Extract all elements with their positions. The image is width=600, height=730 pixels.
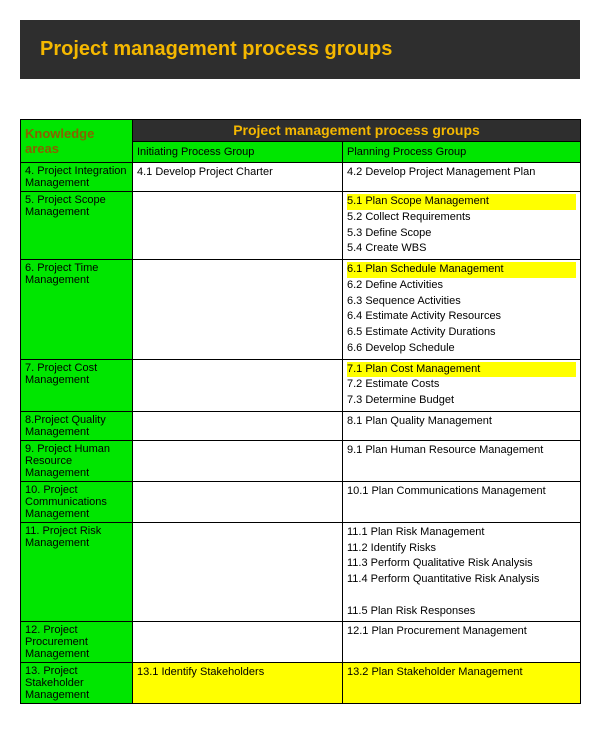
knowledge-area-cell: 9. Project Human Resource Management xyxy=(21,440,133,481)
process-item: 6.1 Plan Schedule Management xyxy=(347,262,576,278)
process-item xyxy=(347,588,576,604)
knowledge-area-cell: 5. Project Scope Management xyxy=(21,192,133,260)
process-item: 7.2 Estimate Costs xyxy=(347,377,576,393)
process-item: 11.1 Plan Risk Management xyxy=(347,525,576,541)
process-groups-header: Project management process groups xyxy=(133,120,581,142)
planning-cell: 12.1 Plan Procurement Management xyxy=(343,622,581,663)
process-item: 6.3 Sequence Activities xyxy=(347,294,576,310)
table-row: 11. Project Risk Management 11.1 Plan Ris… xyxy=(21,522,581,622)
table-row: 8.Project Quality Management 8.1 Plan Qua… xyxy=(21,411,581,440)
knowledge-area-cell: 8.Project Quality Management xyxy=(21,411,133,440)
planning-header: Planning Process Group xyxy=(343,141,581,163)
process-item: 5.1 Plan Scope Management xyxy=(347,194,576,210)
knowledge-area-cell: 11. Project Risk Management xyxy=(21,522,133,622)
process-item: 5.2 Collect Requirements xyxy=(347,210,576,226)
planning-cell: 13.2 Plan Stakeholder Management xyxy=(343,663,581,704)
process-item: 7.3 Determine Budget xyxy=(347,393,576,409)
table-row: 12. Project Procurement Management 12.1 P… xyxy=(21,622,581,663)
planning-cell: 11.1 Plan Risk Management11.2 Identify R… xyxy=(343,522,581,622)
process-item: 13.1 Identify Stakeholders xyxy=(137,665,338,681)
initiating-cell xyxy=(133,522,343,622)
process-item: 6.2 Define Activities xyxy=(347,278,576,294)
process-item: 4.2 Develop Project Management Plan xyxy=(347,165,576,181)
process-item: 6.5 Estimate Activity Durations xyxy=(347,325,576,341)
planning-cell: 7.1 Plan Cost Management7.2 Estimate Cos… xyxy=(343,359,581,411)
table-row: 5. Project Scope Management 5.1 Plan Scop… xyxy=(21,192,581,260)
process-item: 11.2 Identify Risks xyxy=(347,541,576,557)
planning-cell: 5.1 Plan Scope Management5.2 Collect Req… xyxy=(343,192,581,260)
process-item: 6.4 Estimate Activity Resources xyxy=(347,309,576,325)
table-row: 7. Project Cost Management 7.1 Plan Cost … xyxy=(21,359,581,411)
process-item: 12.1 Plan Procurement Management xyxy=(347,624,576,640)
table-row: 9. Project Human Resource Management 9.1 … xyxy=(21,440,581,481)
knowledge-areas-header: Knowledge areas xyxy=(21,120,133,163)
process-groups-table: Knowledge areas Project management proce… xyxy=(20,119,581,704)
process-item: 9.1 Plan Human Resource Management xyxy=(347,443,576,459)
process-item: 13.2 Plan Stakeholder Management xyxy=(347,665,576,681)
table-row: 13. Project Stakeholder Management13.1 I… xyxy=(21,663,581,704)
planning-cell: 9.1 Plan Human Resource Management xyxy=(343,440,581,481)
page-header: Project management process groups xyxy=(20,20,580,79)
process-item: 11.4 Perform Quantitative Risk Analysis xyxy=(347,572,576,588)
knowledge-area-cell: 4. Project Integration Management xyxy=(21,163,133,192)
process-item: 4.1 Develop Project Charter xyxy=(137,165,338,181)
initiating-cell: 13.1 Identify Stakeholders xyxy=(133,663,343,704)
knowledge-area-cell: 12. Project Procurement Management xyxy=(21,622,133,663)
initiating-cell xyxy=(133,411,343,440)
process-item: 5.3 Define Scope xyxy=(347,226,576,242)
process-item: 11.3 Perform Qualitative Risk Analysis xyxy=(347,556,576,572)
planning-cell: 4.2 Develop Project Management Plan xyxy=(343,163,581,192)
initiating-cell xyxy=(133,481,343,522)
table-row: 10. Project Communications Management 10.… xyxy=(21,481,581,522)
table-row: 4. Project Integration Management4.1 Dev… xyxy=(21,163,581,192)
table-row: 6. Project Time Management 6.1 Plan Sched… xyxy=(21,260,581,360)
planning-cell: 6.1 Plan Schedule Management6.2 Define A… xyxy=(343,260,581,360)
initiating-cell: 4.1 Develop Project Charter xyxy=(133,163,343,192)
initiating-cell xyxy=(133,192,343,260)
page-title: Project management process groups xyxy=(40,38,560,61)
knowledge-area-cell: 7. Project Cost Management xyxy=(21,359,133,411)
process-item: 10.1 Plan Communications Management xyxy=(347,484,576,500)
knowledge-area-cell: 10. Project Communications Management xyxy=(21,481,133,522)
table-container: Knowledge areas Project management proce… xyxy=(20,119,580,704)
planning-cell: 8.1 Plan Quality Management xyxy=(343,411,581,440)
header-row-1: Knowledge areas Project management proce… xyxy=(21,120,581,142)
process-item: 11.5 Plan Risk Responses xyxy=(347,604,576,620)
table-body: 4. Project Integration Management4.1 Dev… xyxy=(21,163,581,704)
initiating-header: Initiating Process Group xyxy=(133,141,343,163)
process-item: 6.6 Develop Schedule xyxy=(347,341,576,357)
process-item: 8.1 Plan Quality Management xyxy=(347,414,576,430)
initiating-cell xyxy=(133,622,343,663)
planning-cell: 10.1 Plan Communications Management xyxy=(343,481,581,522)
knowledge-area-cell: 6. Project Time Management xyxy=(21,260,133,360)
process-item: 7.1 Plan Cost Management xyxy=(347,362,576,378)
initiating-cell xyxy=(133,359,343,411)
initiating-cell xyxy=(133,260,343,360)
knowledge-area-cell: 13. Project Stakeholder Management xyxy=(21,663,133,704)
initiating-cell xyxy=(133,440,343,481)
process-item: 5.4 Create WBS xyxy=(347,241,576,257)
